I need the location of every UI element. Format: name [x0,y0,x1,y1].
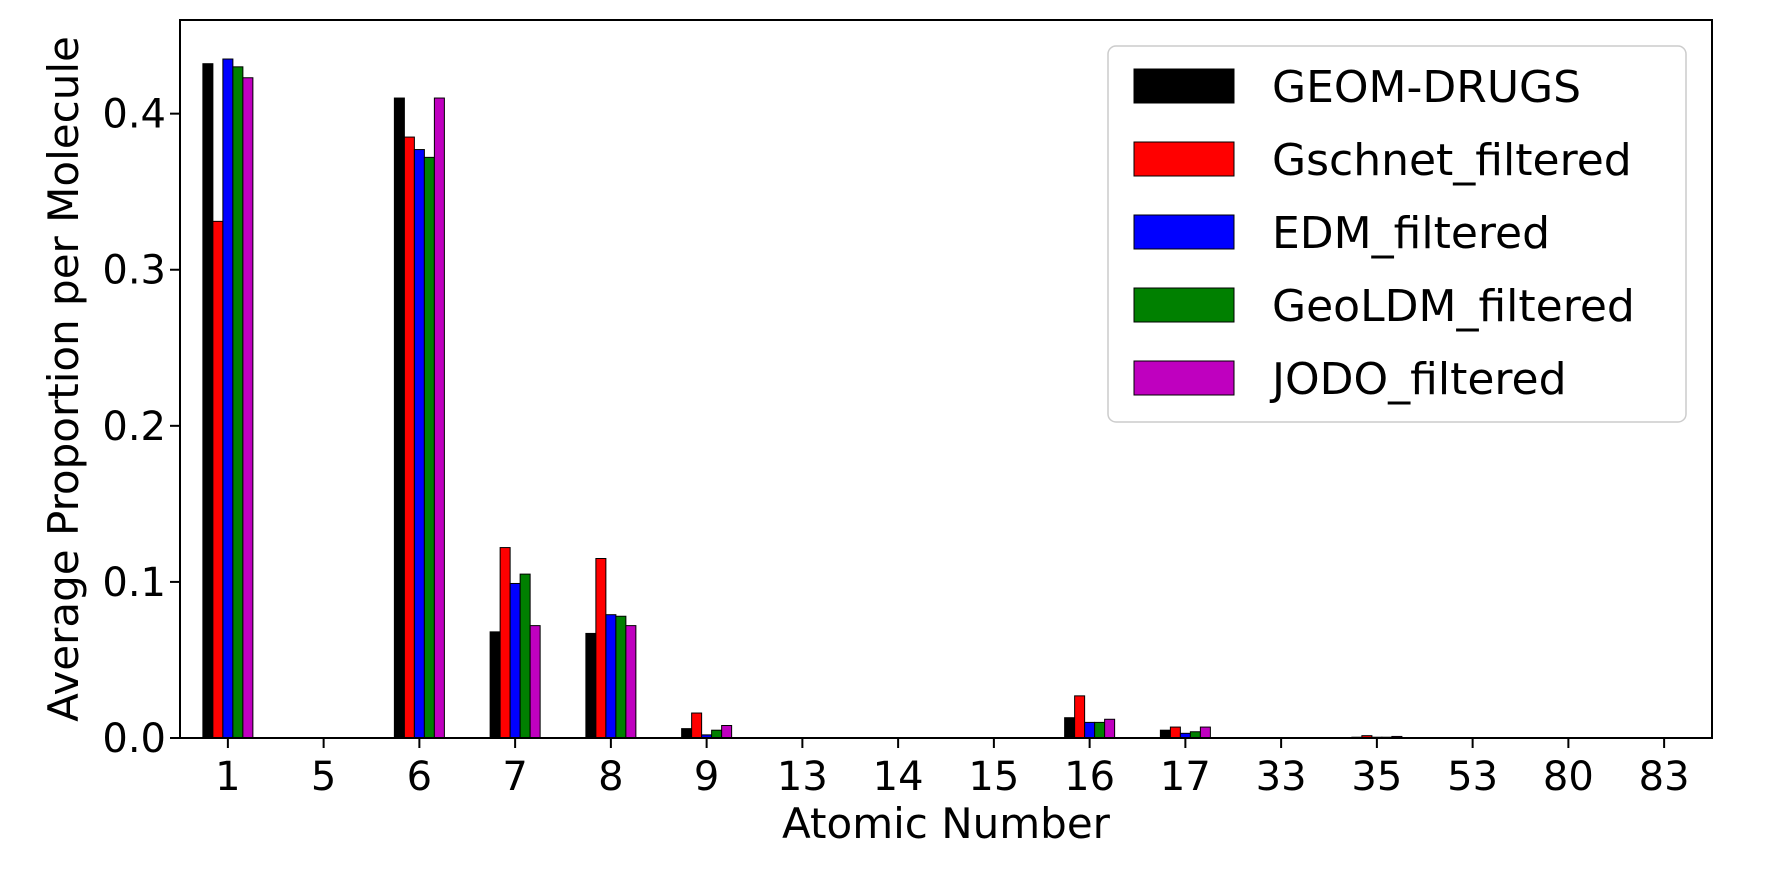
x-tick-label: 9 [694,754,719,800]
x-tick-label: 13 [777,754,828,800]
plot-frame [179,19,1713,739]
x-tick-label: 16 [1064,754,1115,800]
x-tick-label: 1 [215,754,240,800]
bar-GEOM-DRUGS-17 [1159,729,1171,739]
x-tick-label: 6 [407,754,432,800]
bar-Gschnet_filtered-6 [403,136,415,739]
bar-GEOM-DRUGS-7 [489,631,501,739]
bar-Gschnet_filtered-17 [1169,726,1181,739]
x-tick-label: 83 [1639,754,1690,800]
legend: GEOM-DRUGS Gschnet_filtered EDM_filtered Ge… [1107,45,1687,423]
legend-swatch [1133,141,1235,177]
bar-JODO_filtered-9 [721,725,733,739]
x-tick-label: 7 [502,754,527,800]
bar-EDM_filtered-6 [413,149,425,739]
y-tick-label: 0.3 [102,248,166,294]
bar-Gschnet_filtered-9 [691,712,703,739]
x-tick-label: 5 [311,754,336,800]
y-tick-label: 0.4 [102,92,166,138]
legend-swatch [1133,287,1235,323]
x-tick-label: 80 [1543,754,1594,800]
bar-Gschnet_filtered-16 [1074,695,1086,739]
bar-GeoLDM_filtered-9 [711,729,723,739]
bar-GeoLDM_filtered-7 [519,573,531,739]
bar-GeoLDM_filtered-6 [423,156,435,739]
y-axis-title: Average Proportion per Molecule [39,36,88,722]
legend-swatch [1133,68,1235,104]
x-tick-label: 35 [1351,754,1402,800]
x-tick-label: 14 [873,754,924,800]
y-tick-label: 0.1 [102,560,166,606]
legend-swatch [1133,360,1235,396]
bar-Gschnet_filtered-1 [212,220,224,739]
legend-label: JODO_filtered [1269,354,1567,405]
bar-EDM_filtered-1 [222,58,234,739]
bar-GEOM-DRUGS-6 [393,97,405,739]
bar-Gschnet_filtered-8 [595,558,607,739]
bar-GEOM-DRUGS-16 [1064,717,1076,739]
y-tick-label: 0.0 [102,716,166,762]
bar-GEOM-DRUGS-1 [202,63,214,739]
bar-GeoLDM_filtered-16 [1094,721,1106,739]
legend-label: GeoLDM_filtered [1272,281,1635,332]
bar-JODO_filtered-7 [529,625,541,739]
bar-JODO_filtered-16 [1104,718,1116,739]
bar-JODO_filtered-8 [625,625,637,739]
bar-GeoLDM_filtered-1 [232,66,244,739]
bar-EDM_filtered-8 [605,614,617,739]
x-tick-label: 8 [598,754,623,800]
bar-JODO_filtered-6 [433,97,445,739]
bar-GEOM-DRUGS-8 [585,632,597,739]
legend-swatch [1133,214,1235,250]
bar-EDM_filtered-7 [509,582,521,739]
x-axis-title: Atomic Number [782,799,1111,848]
bar-GEOM-DRUGS-9 [681,728,693,739]
x-tick-label: 33 [1256,754,1307,800]
bar-Gschnet_filtered-7 [499,547,511,739]
legend-label: EDM_filtered [1272,208,1550,259]
bar-GeoLDM_filtered-8 [615,615,627,739]
x-axis: 1 5 6 7 8 9 13 14 15 16 17 33 35 53 80 83 [215,738,1690,800]
y-axis: 0.0 0.1 0.2 0.3 0.4 [102,92,180,762]
bar-JODO_filtered-1 [242,77,254,739]
y-tick-label: 0.2 [102,404,166,450]
legend-frame [1107,45,1687,423]
bar-EDM_filtered-16 [1084,721,1096,739]
x-tick-label: 53 [1447,754,1498,800]
legend-label: GEOM-DRUGS [1272,62,1581,113]
x-tick-label: 17 [1160,754,1211,800]
x-tick-label: 15 [968,754,1019,800]
bar-JODO_filtered-17 [1199,726,1211,739]
legend-label: Gschnet_filtered [1272,135,1632,186]
